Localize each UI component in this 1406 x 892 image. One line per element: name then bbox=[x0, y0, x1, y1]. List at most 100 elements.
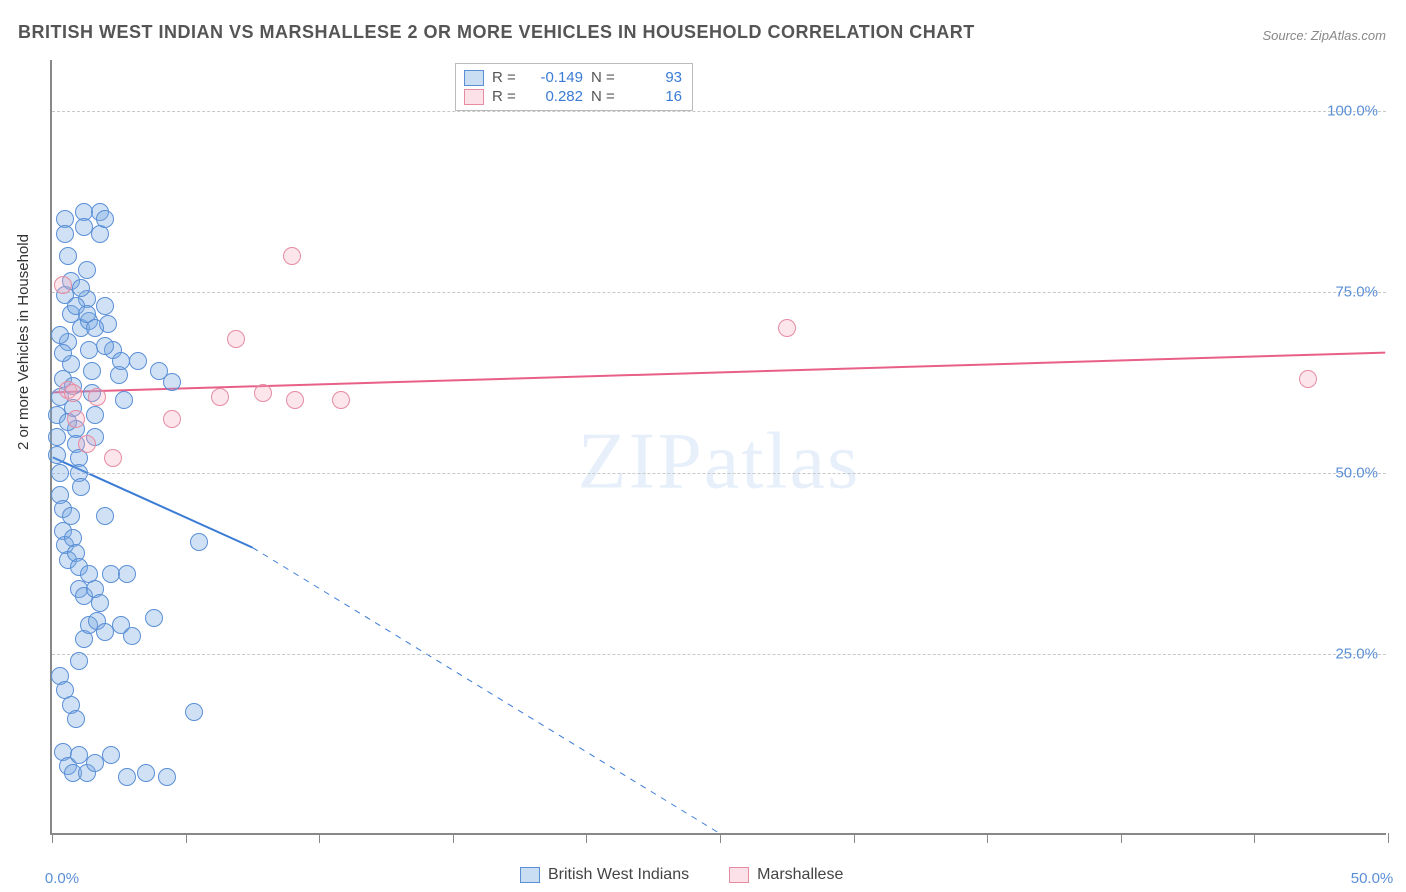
scatter-point-pink bbox=[104, 449, 122, 467]
y-tick-label: 100.0% bbox=[1327, 102, 1378, 119]
scatter-point-blue bbox=[163, 373, 181, 391]
scatter-point-pink bbox=[778, 319, 796, 337]
swatch-blue-icon bbox=[464, 70, 484, 86]
stats-row-pink: R = 0.282 N = 16 bbox=[464, 87, 682, 106]
plot-area: ZIPatlas 25.0% 50.0% 75.0% 100.0% bbox=[50, 60, 1386, 835]
source-prefix: Source: bbox=[1262, 28, 1310, 43]
trend-line bbox=[53, 353, 1386, 393]
grid-line bbox=[52, 473, 1386, 474]
legend-label-blue: British West Indians bbox=[548, 866, 689, 884]
scatter-point-blue bbox=[83, 362, 101, 380]
scatter-point-blue bbox=[86, 319, 104, 337]
x-tick bbox=[987, 833, 988, 843]
scatter-point-pink bbox=[254, 384, 272, 402]
scatter-point-pink bbox=[227, 330, 245, 348]
scatter-point-blue bbox=[70, 652, 88, 670]
r-label: R = bbox=[492, 69, 520, 86]
y-axis-label: 2 or more Vehicles in Household bbox=[15, 234, 32, 450]
x-tick bbox=[1121, 833, 1122, 843]
scatter-point-pink bbox=[88, 388, 106, 406]
scatter-point-pink bbox=[211, 388, 229, 406]
scatter-point-blue bbox=[158, 768, 176, 786]
scatter-point-blue bbox=[67, 710, 85, 728]
scatter-point-blue bbox=[72, 279, 90, 297]
r-value-blue: -0.149 bbox=[528, 69, 583, 86]
scatter-point-blue bbox=[185, 703, 203, 721]
scatter-point-blue bbox=[78, 261, 96, 279]
scatter-point-blue bbox=[118, 768, 136, 786]
scatter-point-blue bbox=[91, 594, 109, 612]
x-tick bbox=[186, 833, 187, 843]
x-tick-label-min: 0.0% bbox=[45, 870, 79, 887]
r-label: R = bbox=[492, 88, 520, 105]
scatter-point-blue bbox=[96, 297, 114, 315]
r-value-pink: 0.282 bbox=[528, 88, 583, 105]
swatch-pink-icon bbox=[729, 867, 749, 883]
n-value-pink: 16 bbox=[627, 88, 682, 105]
scatter-point-blue bbox=[48, 446, 66, 464]
x-tick bbox=[586, 833, 587, 843]
scatter-point-pink bbox=[286, 391, 304, 409]
x-tick bbox=[453, 833, 454, 843]
legend-bottom: British West Indians Marshallese bbox=[520, 866, 843, 884]
y-tick-label: 25.0% bbox=[1335, 645, 1378, 662]
scatter-point-blue bbox=[96, 507, 114, 525]
grid-line bbox=[52, 654, 1386, 655]
scatter-point-pink bbox=[78, 435, 96, 453]
scatter-point-blue bbox=[96, 210, 114, 228]
stats-row-blue: R = -0.149 N = 93 bbox=[464, 68, 682, 87]
scatter-point-blue bbox=[54, 344, 72, 362]
legend-item-blue: British West Indians bbox=[520, 866, 689, 884]
watermark: ZIPatlas bbox=[578, 416, 861, 507]
scatter-point-blue bbox=[72, 478, 90, 496]
x-tick bbox=[1254, 833, 1255, 843]
x-tick bbox=[319, 833, 320, 843]
x-tick bbox=[52, 833, 53, 843]
scatter-point-blue bbox=[86, 406, 104, 424]
scatter-point-blue bbox=[102, 746, 120, 764]
scatter-point-blue bbox=[59, 247, 77, 265]
scatter-point-blue bbox=[56, 225, 74, 243]
grid-line bbox=[52, 292, 1386, 293]
trend-line bbox=[253, 548, 719, 833]
scatter-point-blue bbox=[123, 627, 141, 645]
swatch-pink-icon bbox=[464, 89, 484, 105]
n-value-blue: 93 bbox=[627, 69, 682, 86]
legend-item-pink: Marshallese bbox=[729, 866, 843, 884]
scatter-point-blue bbox=[96, 337, 114, 355]
scatter-point-pink bbox=[67, 410, 85, 428]
scatter-point-pink bbox=[283, 247, 301, 265]
scatter-point-blue bbox=[51, 326, 69, 344]
y-tick-label: 50.0% bbox=[1335, 464, 1378, 481]
watermark-zip: ZIP bbox=[578, 417, 704, 505]
y-tick-label: 75.0% bbox=[1335, 283, 1378, 300]
scatter-point-blue bbox=[118, 565, 136, 583]
scatter-point-pink bbox=[64, 384, 82, 402]
legend-label-pink: Marshallese bbox=[757, 866, 843, 884]
scatter-point-blue bbox=[129, 352, 147, 370]
scatter-point-blue bbox=[115, 391, 133, 409]
scatter-point-blue bbox=[137, 764, 155, 782]
trend-lines-layer bbox=[52, 60, 1386, 833]
x-tick-label-max: 50.0% bbox=[1351, 870, 1394, 887]
source-attribution: Source: ZipAtlas.com bbox=[1262, 28, 1386, 43]
scatter-point-pink bbox=[163, 410, 181, 428]
scatter-point-blue bbox=[112, 352, 130, 370]
n-label: N = bbox=[591, 69, 619, 86]
scatter-point-pink bbox=[1299, 370, 1317, 388]
scatter-point-pink bbox=[54, 276, 72, 294]
source-name: ZipAtlas.com bbox=[1311, 28, 1386, 43]
chart-title: BRITISH WEST INDIAN VS MARSHALLESE 2 OR … bbox=[18, 22, 975, 43]
stats-legend-box: R = -0.149 N = 93 R = 0.282 N = 16 bbox=[455, 63, 693, 111]
x-tick bbox=[720, 833, 721, 843]
scatter-point-blue bbox=[51, 464, 69, 482]
x-tick bbox=[1388, 833, 1389, 843]
scatter-point-blue bbox=[190, 533, 208, 551]
swatch-blue-icon bbox=[520, 867, 540, 883]
n-label: N = bbox=[591, 88, 619, 105]
scatter-point-blue bbox=[145, 609, 163, 627]
grid-line bbox=[52, 111, 1386, 112]
scatter-point-pink bbox=[332, 391, 350, 409]
watermark-atlas: atlas bbox=[704, 417, 861, 505]
scatter-point-blue bbox=[62, 507, 80, 525]
